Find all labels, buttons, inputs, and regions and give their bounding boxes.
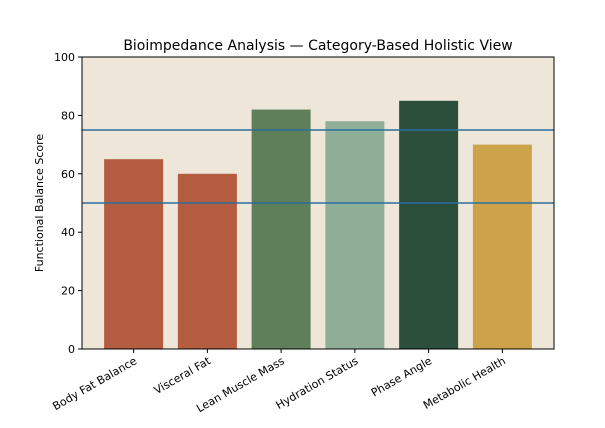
bar-metabolic-health [472,144,532,349]
bars-group [104,100,532,350]
y-tick-label: 0 [68,343,75,356]
x-tick-label: Phase Angle [369,354,434,399]
y-tick-label: 100 [54,51,75,64]
x-tick-label: Hydration Status [274,354,361,412]
y-axis-label: Functional Balance Score [33,134,46,272]
x-tick-label: Visceral Fat [152,354,214,397]
y-tick-label: 20 [61,285,75,298]
x-tick-label: Body Fat Balance [50,354,139,413]
y-tick-label: 60 [61,168,75,181]
y-axis-ticks: 0 20 40 60 80 100 [54,51,82,356]
bar-phase-angle [399,100,459,349]
bar-body-fat-balance [104,159,164,349]
bar-visceral-fat [177,173,237,349]
y-tick-label: 40 [61,226,75,239]
x-tick-label: Metabolic Health [421,354,508,412]
plot-frame [81,56,555,350]
y-tick-label: 80 [61,109,75,122]
bar-hydration-status [325,121,385,350]
chart-title: Bioimpedance Analysis — Category-Based H… [123,38,512,54]
bar-lean-muscle-mass [251,109,311,349]
reference-lines [82,129,554,204]
